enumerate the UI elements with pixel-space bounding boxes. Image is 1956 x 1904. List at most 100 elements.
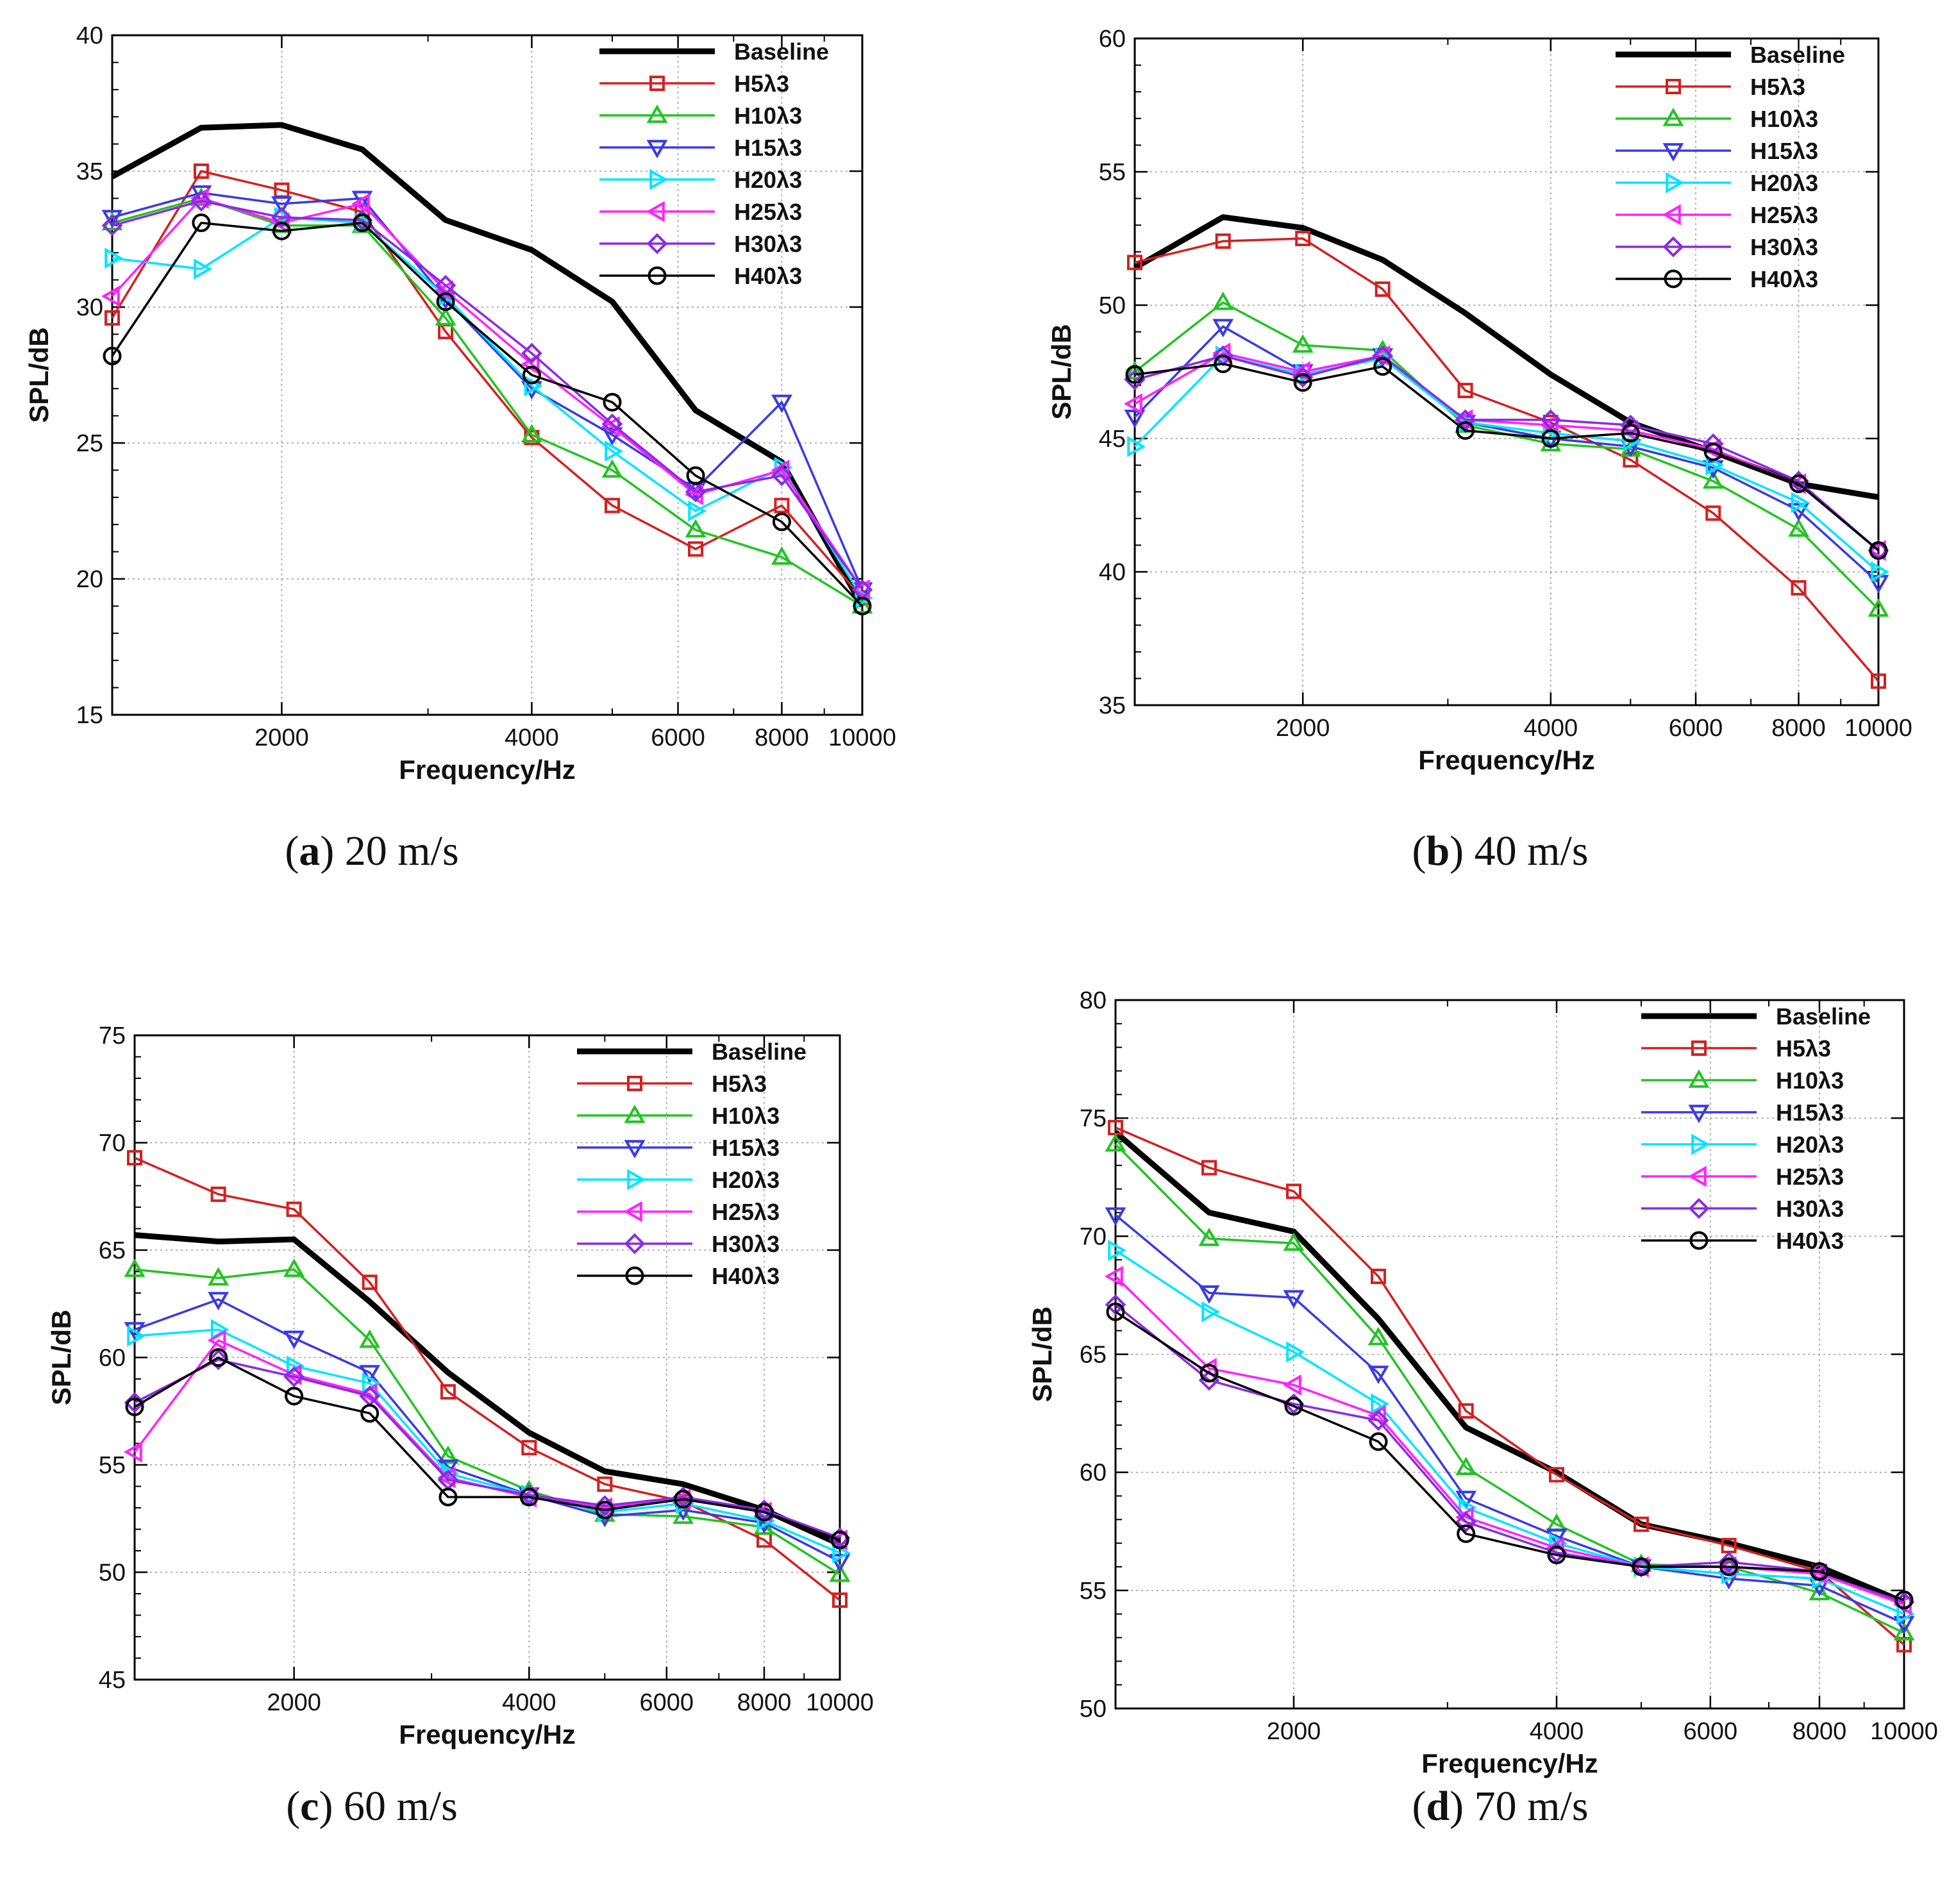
series-line-h20l3 xyxy=(112,216,864,599)
series-h20l3 xyxy=(1127,345,1890,583)
legend-label-h30l3: H30λ3 xyxy=(1776,1196,1844,1222)
data-point-h40l3 xyxy=(853,596,872,615)
data-point-h40l3 xyxy=(772,512,791,531)
caption-d: (d) 70 m/s xyxy=(1412,1783,1589,1830)
y-tick-label: 70 xyxy=(1080,1223,1107,1250)
data-point-h30l3 xyxy=(1105,1294,1126,1315)
legend: Baseline H5λ3 H10λ3 H15λ3 H20λ3 H25λ3 H30λ3 H40… xyxy=(577,1039,807,1289)
data-point-h40l3 xyxy=(522,365,541,385)
y-tick-label: 40 xyxy=(76,22,103,49)
axis-ticks: 2000 4000 6000 8000 10000 15 20 25 30 35 40 xyxy=(76,22,896,751)
data-point-h40l3 xyxy=(1456,421,1475,440)
series-line-baseline xyxy=(1114,1130,1905,1605)
data-point-h30l3 xyxy=(1540,409,1562,431)
data-point-h5l3 xyxy=(521,1440,537,1456)
series-line-h30l3 xyxy=(112,199,864,591)
data-point-h30l3 xyxy=(685,481,706,503)
data-point-h10l3 xyxy=(1124,360,1146,380)
data-point-h20l3 xyxy=(127,1325,146,1347)
legend-marker-h20l3 xyxy=(627,1169,646,1190)
data-point-h10l3 xyxy=(1198,1227,1220,1246)
legend-label-h30l3: H30λ3 xyxy=(712,1231,780,1257)
legend-label-h30l3: H30λ3 xyxy=(1750,234,1818,260)
data-point-h40l3 xyxy=(360,1404,380,1423)
data-point-h15l3 xyxy=(1367,1365,1389,1384)
data-point-h40l3 xyxy=(1894,1591,1914,1610)
series-line-h25l3 xyxy=(133,1339,840,1541)
data-point-h5l3 xyxy=(1286,1183,1302,1199)
data-point-h30l3 xyxy=(1455,1511,1477,1533)
data-point-h20l3 xyxy=(688,500,707,522)
series-line-h40l3 xyxy=(1115,1310,1905,1601)
legend: Baseline H5λ3 H10λ3 H15λ3 H20λ3 H25λ3 H30λ3 H40… xyxy=(1641,1003,1871,1254)
data-point-h5l3 xyxy=(1791,580,1807,596)
y-tick-label: 50 xyxy=(99,1560,126,1587)
data-point-h5l3 xyxy=(832,1592,848,1608)
legend-marker-h15l3 xyxy=(646,140,668,159)
legend-marker-h25l3 xyxy=(646,201,665,222)
caption-close: ) xyxy=(1450,1783,1464,1830)
axis-ticks: 2000 4000 6000 8000 10000 35 40 45 50 55 60 xyxy=(1099,26,1912,742)
x-tick-label: 6000 xyxy=(640,1689,694,1716)
x-tick-label: 10000 xyxy=(1844,715,1912,742)
legend-marker-h40l3 xyxy=(625,1266,644,1285)
legend-label-h15l3: H15λ3 xyxy=(1750,138,1818,164)
data-point-h10l3 xyxy=(601,459,623,478)
series-line-h15l3 xyxy=(1114,1214,1905,1624)
legend-label-baseline: Baseline xyxy=(1750,42,1845,68)
series-h30l3 xyxy=(124,1349,851,1549)
caption-close: ) xyxy=(1450,828,1464,874)
x-tick-label: 6000 xyxy=(1684,1718,1738,1745)
legend-label-h15l3: H15λ3 xyxy=(1776,1099,1844,1126)
data-point-h40l3 xyxy=(192,213,211,233)
caption-text: 20 m/s xyxy=(334,828,459,874)
legend-label-h10l3: H10λ3 xyxy=(734,103,802,129)
data-point-h30l3 xyxy=(1455,409,1476,431)
data-point-h15l3 xyxy=(271,196,292,215)
caption-letter: d xyxy=(1426,1783,1450,1830)
data-point-h40l3 xyxy=(353,213,372,233)
data-point-h30l3 xyxy=(1367,1410,1389,1431)
data-point-h15l3 xyxy=(1212,319,1234,338)
caption-a: (a) 20 m/s xyxy=(285,828,459,874)
y-tick-label: 55 xyxy=(1099,159,1126,186)
series-h25l3 xyxy=(1123,342,1886,562)
data-point-h10l3 xyxy=(771,546,792,565)
series-line-h15l3 xyxy=(1133,325,1880,583)
legend-label-h15l3: H15λ3 xyxy=(734,135,802,161)
legend-label-h5l3: H5λ3 xyxy=(1776,1035,1831,1062)
data-point-h5l3 xyxy=(104,310,120,326)
series-line-h20l3 xyxy=(134,1328,840,1555)
series-line-h15l3 xyxy=(112,192,864,590)
series-line-h40l3 xyxy=(134,1356,840,1541)
y-tick-label: 50 xyxy=(1080,1696,1107,1723)
data-point-h10l3 xyxy=(521,424,542,443)
data-point-h25l3 xyxy=(271,212,290,234)
data-point-h40l3 xyxy=(830,1530,849,1549)
data-point-h40l3 xyxy=(209,1348,228,1367)
data-point-h30l3 xyxy=(771,465,792,487)
series-line-h5l3 xyxy=(1134,237,1880,682)
data-point-h20l3 xyxy=(1871,561,1890,583)
x-tick-label: 2000 xyxy=(1276,715,1330,742)
data-point-h5l3 xyxy=(440,1384,456,1400)
series-line-h5l3 xyxy=(111,170,864,599)
legend-label-h10l3: H10λ3 xyxy=(712,1103,780,1129)
legend-label-h20l3: H20λ3 xyxy=(712,1167,780,1193)
series-h5l3 xyxy=(104,163,870,606)
y-tick-label: 45 xyxy=(1099,426,1126,453)
legend-label-h10l3: H10λ3 xyxy=(1776,1067,1844,1094)
data-point-h15l3 xyxy=(829,1554,851,1573)
legend-marker-h10l3 xyxy=(646,104,668,123)
data-point-h25l3 xyxy=(1104,1265,1123,1287)
data-point-h40l3 xyxy=(674,1490,693,1509)
axis-ticks: 2000 4000 6000 8000 10000 50 55 60 65 70 75 80 xyxy=(1080,987,1938,1745)
data-point-h25l3 xyxy=(1371,345,1391,367)
x-tick-label: 4000 xyxy=(1530,1718,1584,1745)
data-point-h40l3 xyxy=(1106,1302,1125,1321)
series-line-h20l3 xyxy=(1115,1249,1905,1616)
legend-marker-h10l3 xyxy=(624,1104,646,1123)
data-point-h5l3 xyxy=(774,497,790,514)
data-point-h30l3 xyxy=(1718,1551,1740,1573)
series-h20l3 xyxy=(1108,1239,1916,1625)
